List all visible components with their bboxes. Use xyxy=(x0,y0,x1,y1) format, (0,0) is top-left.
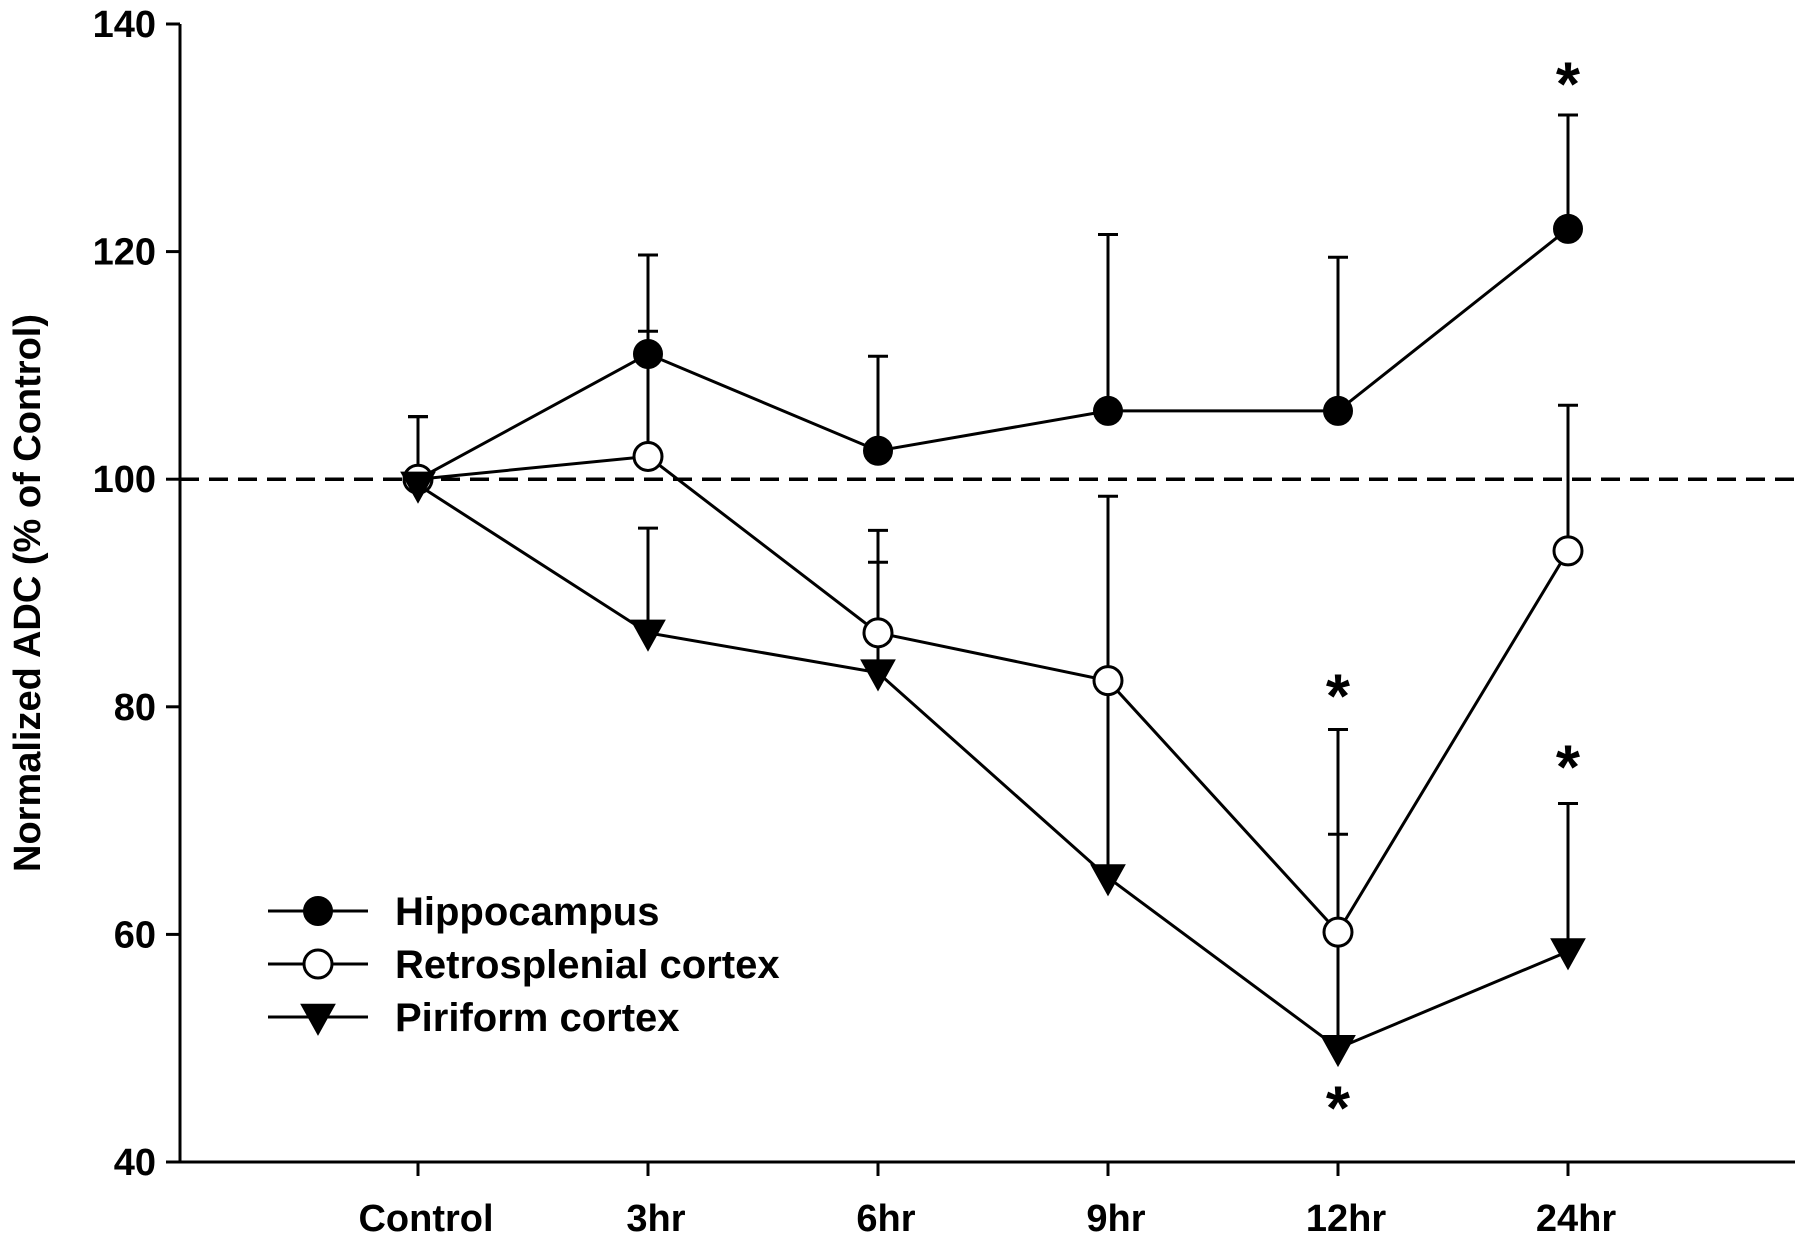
piriform-cortex-point xyxy=(860,659,896,692)
x-tick-label: 6hr xyxy=(856,1198,915,1240)
significance-asterisk: * xyxy=(1326,1075,1351,1144)
retrosplenial-cortex-point xyxy=(632,440,664,472)
legend: Hippocampus Retrosplenial cortex Piriform … xyxy=(268,890,780,1040)
y-tick-label: 80 xyxy=(114,687,156,729)
piriform-cortex-point xyxy=(1090,864,1126,897)
x-tick-label: 3hr xyxy=(626,1198,685,1240)
x-tick-label: 24hr xyxy=(1536,1198,1616,1240)
legend-label-piriform-cortex: Piriform cortex xyxy=(395,996,680,1040)
retrosplenial-cortex-line xyxy=(417,454,1570,935)
legend-label-retrosplenial-cortex: Retrosplenial cortex xyxy=(395,943,780,987)
legend-marker-piriform-cortex xyxy=(300,1003,336,1036)
hippocampus-point xyxy=(1323,395,1353,426)
hippocampus-line xyxy=(417,227,1569,481)
x-tick-label: Control xyxy=(358,1198,493,1240)
retrosplenial-cortex-point xyxy=(1092,665,1124,697)
significance-asterisk: * xyxy=(1556,50,1581,119)
significance-asterisk: * xyxy=(1326,663,1351,732)
x-tick-label: 12hr xyxy=(1306,1198,1386,1240)
piriform-cortex-point xyxy=(1550,938,1586,971)
retrosplenial-cortex-point xyxy=(1322,916,1354,948)
legend-marker-hippocampus xyxy=(303,896,333,926)
hippocampus-point xyxy=(1553,213,1583,244)
significance-asterisk: * xyxy=(1556,733,1581,802)
legend-marker-retrosplenial-cortex xyxy=(302,948,334,980)
retrosplenial-cortex-point xyxy=(862,617,894,649)
hippocampus-point xyxy=(863,435,893,466)
y-axis-title: Normalized ADC (% of Control) xyxy=(7,314,49,872)
legend-label-hippocampus: Hippocampus xyxy=(395,890,659,934)
piriform-cortex-point xyxy=(630,619,666,652)
piriform-cortex-line xyxy=(417,483,1569,1050)
y-tick-label: 60 xyxy=(114,914,156,956)
y-tick-label: 120 xyxy=(93,232,156,274)
retrosplenial-cortex-point xyxy=(1552,535,1584,567)
hippocampus-point xyxy=(633,339,663,370)
x-tick-label: 9hr xyxy=(1086,1198,1145,1240)
piriform-cortex-point xyxy=(400,471,436,504)
hippocampus-point xyxy=(1093,395,1123,426)
piriform-cortex-point xyxy=(1320,1034,1356,1068)
y-tick-label: 100 xyxy=(93,459,156,501)
y-tick-label: 140 xyxy=(93,4,156,46)
y-tick-label: 40 xyxy=(114,1142,156,1184)
